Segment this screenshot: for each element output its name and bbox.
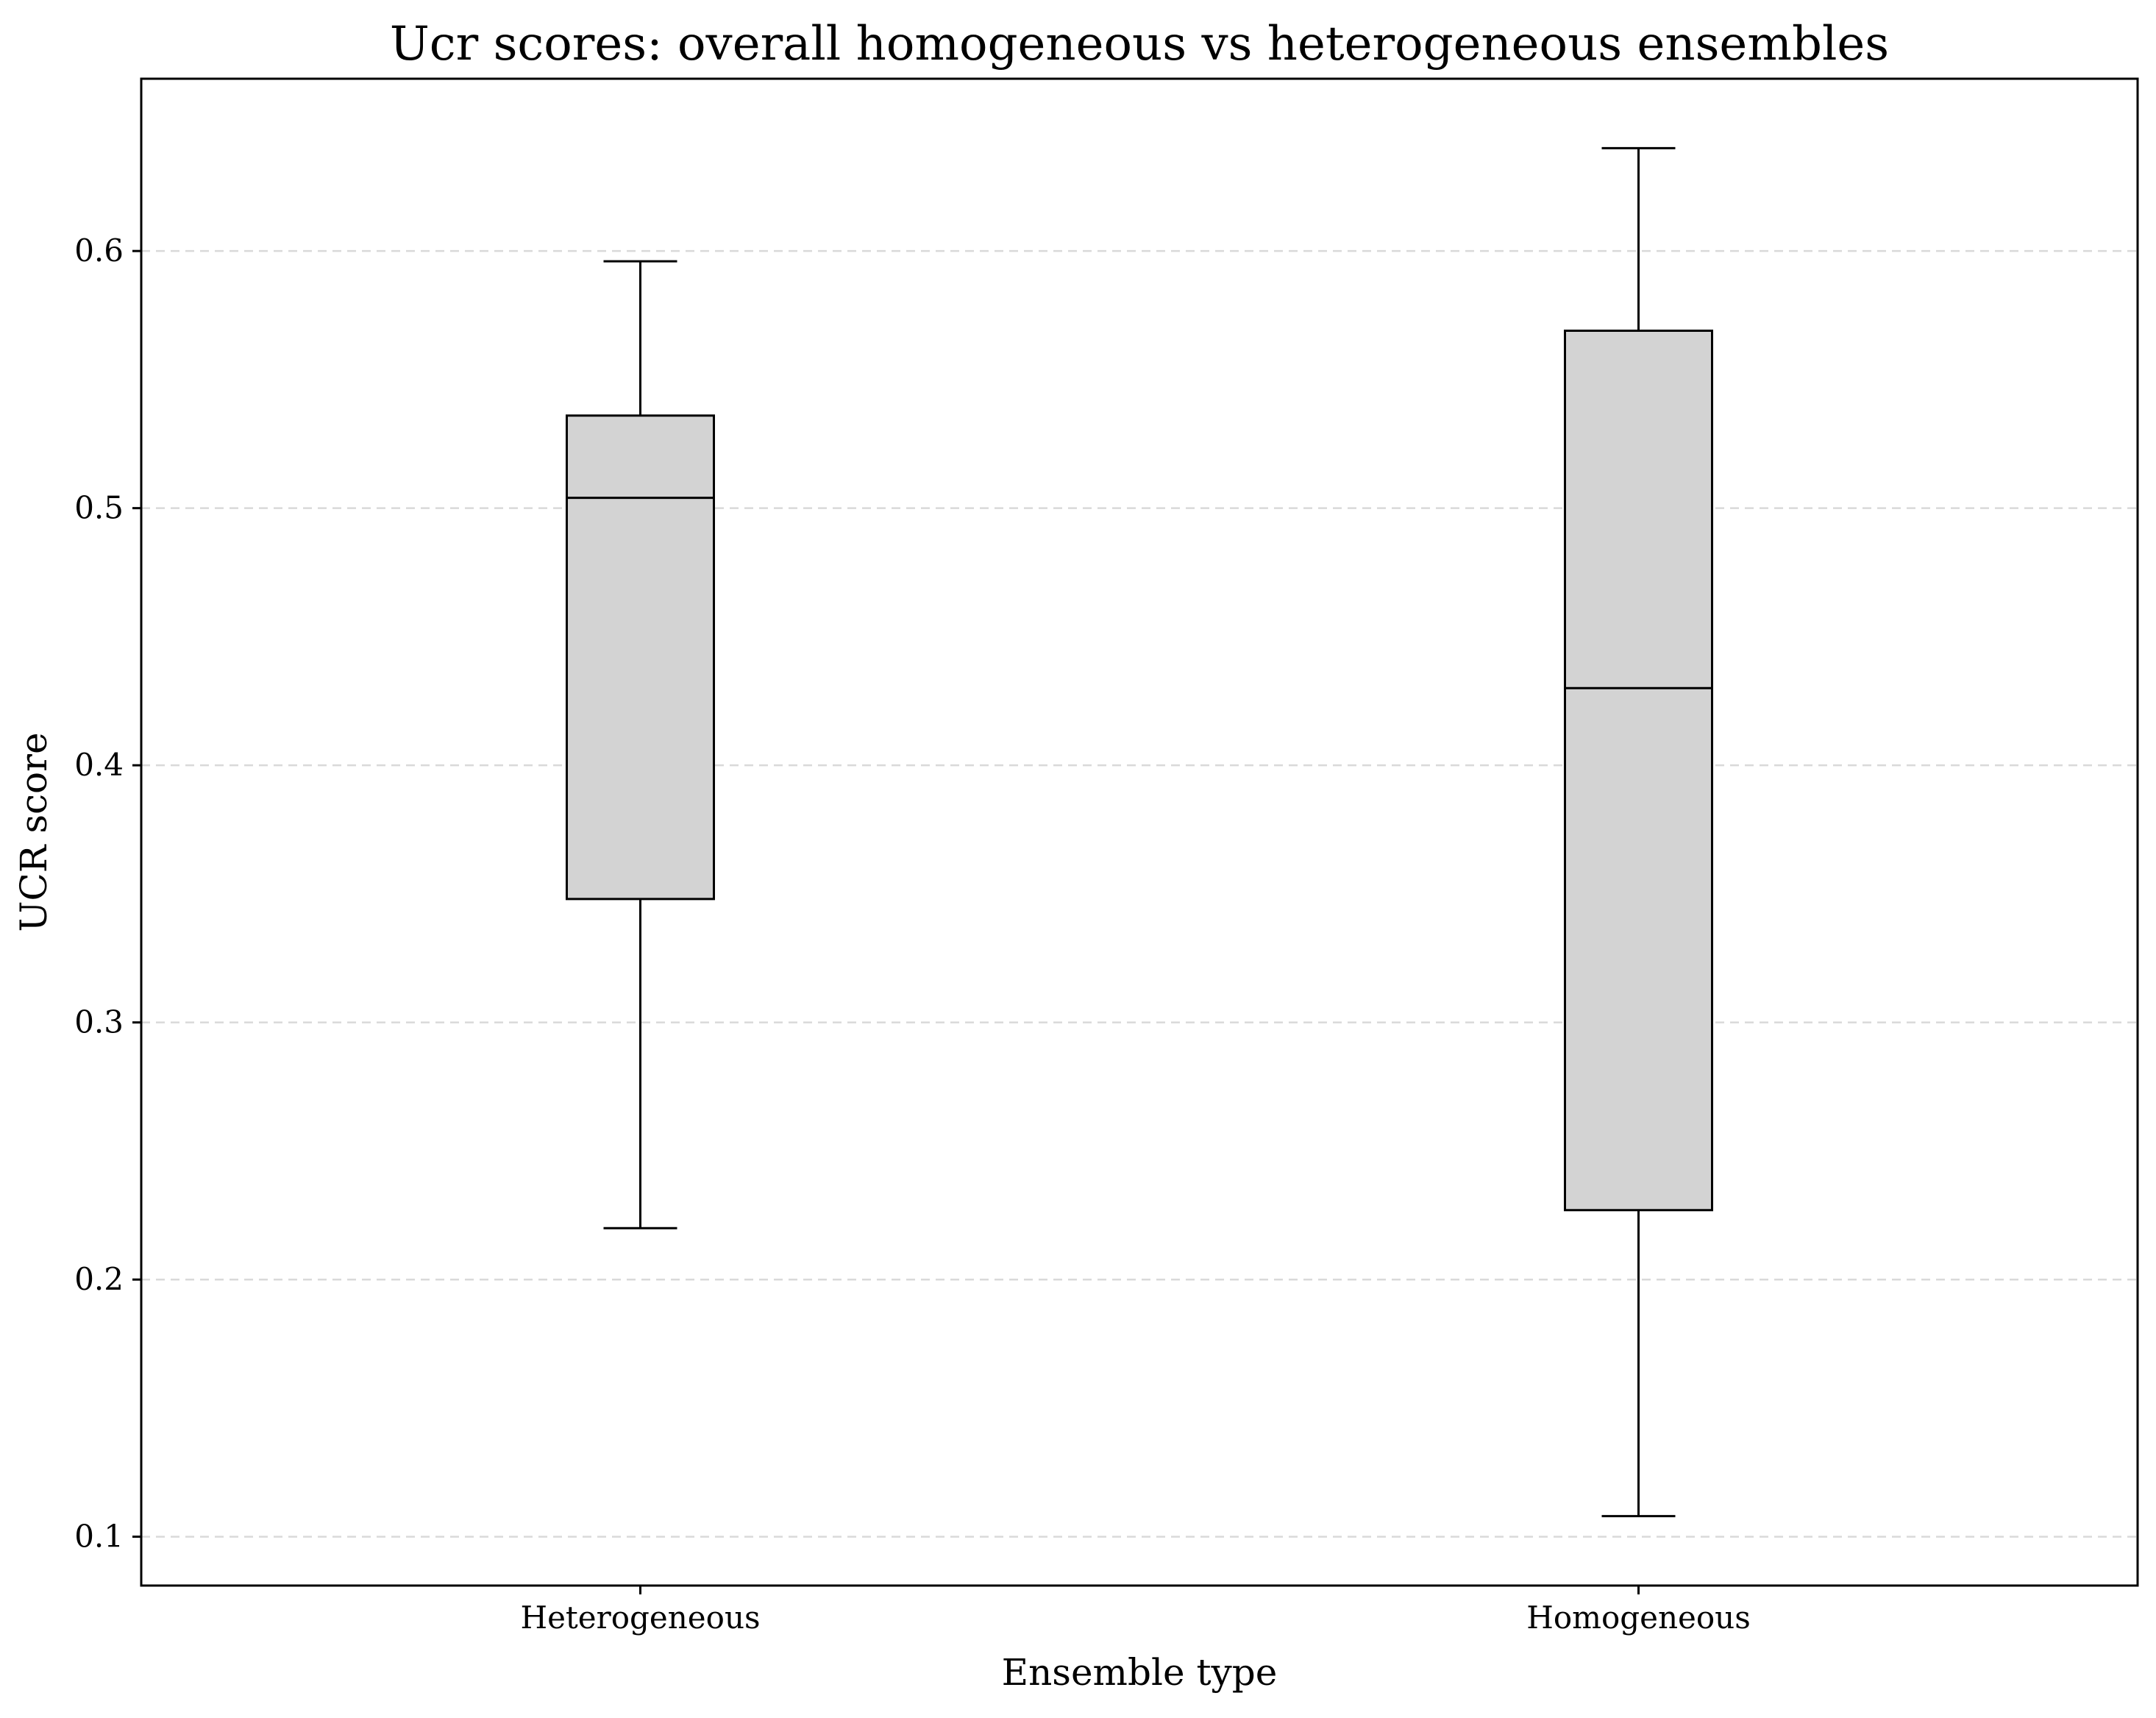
y-tick-label: 0.5: [74, 490, 124, 526]
y-tick-label: 0.6: [74, 233, 124, 269]
box-series: [566, 146, 1713, 1518]
x-axis-ticks: Heterogeneous Homogeneous: [520, 1586, 1751, 1636]
y-axis-label: UCR score: [13, 732, 55, 931]
y-tick-label: 0.1: [74, 1519, 124, 1555]
x-axis-label: Ensemble type: [1002, 1651, 1278, 1694]
y-tick-label: 0.2: [74, 1261, 124, 1297]
interquartile-box: [566, 414, 715, 901]
chart-title: Ucr scores: overall homogeneous vs heter…: [390, 17, 1889, 71]
grid-lines: [141, 249, 2138, 1538]
box-heterogeneous: [566, 260, 715, 1229]
plot-frame: [140, 77, 2139, 1587]
x-tick-label: Heterogeneous: [520, 1600, 760, 1636]
interquartile-box: [1564, 329, 1713, 1212]
x-tick-label: Homogeneous: [1526, 1600, 1751, 1636]
y-tick-label: 0.3: [74, 1004, 124, 1040]
box-homogeneous: [1564, 146, 1713, 1518]
y-tick-label: 0.4: [74, 747, 124, 783]
y-axis-ticks: 0.1 0.2 0.3 0.4 0.5 0.6: [74, 233, 141, 1555]
